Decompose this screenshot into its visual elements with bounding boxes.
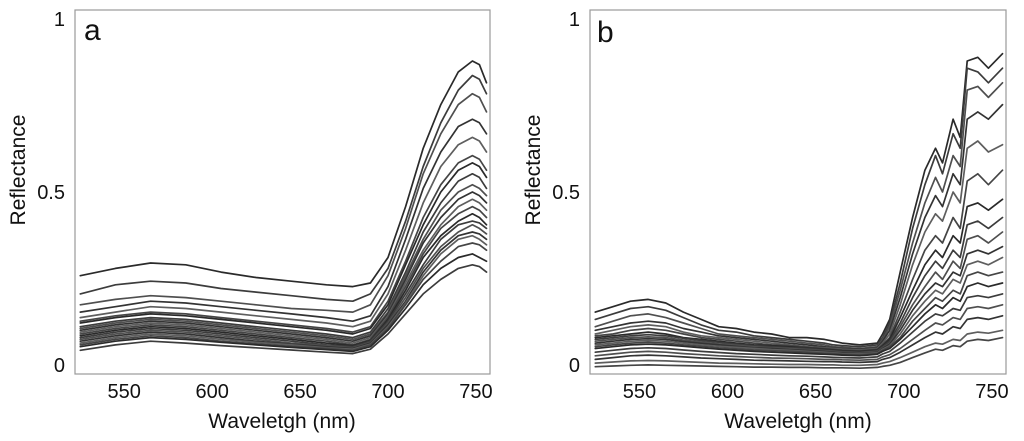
x-tick-label-b-550: 550 [623,381,656,403]
y-tick-label-b-1: 1 [569,9,580,31]
series-line-a-18 [79,242,488,352]
series-line-a-19 [79,253,488,353]
series-line-b-8 [594,216,1004,354]
series-line-a-13 [79,212,488,347]
series-line-a-20 [79,263,488,355]
y-ticks-a: 00.51 [37,9,65,377]
series-line-a-2 [79,74,488,303]
series-line-a-7 [79,162,488,335]
x-tick-label-b-650: 650 [799,381,832,403]
series-line-a-11 [79,198,488,344]
series-line-b-3 [594,81,1004,350]
x-tick-label-a-550: 550 [108,381,141,403]
series-line-b-14 [594,293,1004,359]
panel-a: a 00.51 550 600 650 700 750 Waveletgh (nm) R… [7,9,493,433]
series-line-a-14 [79,220,488,348]
y-tick-label-b-0.5: 0.5 [552,182,580,204]
series-line-a-12 [79,205,488,346]
panel-b: b 00.51 550 600 650 700 750 Waveletgh (nm) R… [522,9,1009,433]
panel-label-b: b [597,16,614,49]
series-line-a-17 [79,234,488,351]
x-tick-label-a-600: 600 [196,381,229,403]
plot-frame-b [589,9,1007,375]
series-line-a-6 [79,154,488,333]
series-line-a-4 [79,118,488,323]
series-line-a-8 [79,172,488,339]
series-line-b-15 [594,303,1004,362]
y-tick-label-b-0: 0 [569,355,580,377]
series-line-b-6 [594,169,1004,352]
x-axis-title-a: Waveletgh (nm) [208,410,355,433]
series-line-b-17 [594,329,1004,367]
y-axis-title-b: Reflectance [522,115,545,226]
y-axis-title-a: Reflectance [7,115,30,226]
series-line-b-1 [594,52,1004,346]
series-line-a-3 [79,92,488,313]
series-line-a-10 [79,191,488,343]
x-ticks-a: 550 600 650 700 750 [108,381,493,403]
x-tick-label-b-600: 600 [711,381,744,403]
series-line-a-9 [79,183,488,341]
series-line-b-18 [594,336,1004,370]
plot-frame-a [74,9,491,375]
x-tick-label-a-650: 650 [283,381,316,403]
series-line-a-16 [79,231,488,350]
series-group-a [79,60,488,355]
y-tick-label-a-0.5: 0.5 [37,182,65,204]
x-tick-label-b-750: 750 [975,381,1008,403]
x-tick-label-b-700: 700 [887,381,920,403]
panel-label-a: a [84,14,101,47]
series-line-a-5 [79,136,488,328]
x-axis-title-b: Waveletgh (nm) [724,410,871,433]
x-ticks-b: 550 600 650 700 750 [623,381,1009,403]
series-line-b-16 [594,314,1004,364]
y-tick-label-a-1: 1 [54,9,65,31]
x-tick-label-a-750: 750 [459,381,492,403]
series-group-b [594,52,1004,370]
series-line-a-1 [79,60,488,288]
y-ticks-b: 00.51 [552,9,580,377]
y-tick-label-a-0: 0 [54,355,65,377]
series-line-b-4 [594,103,1004,351]
x-tick-label-a-700: 700 [371,381,404,403]
series-line-b-13 [594,282,1004,357]
series-line-b-2 [594,67,1004,348]
